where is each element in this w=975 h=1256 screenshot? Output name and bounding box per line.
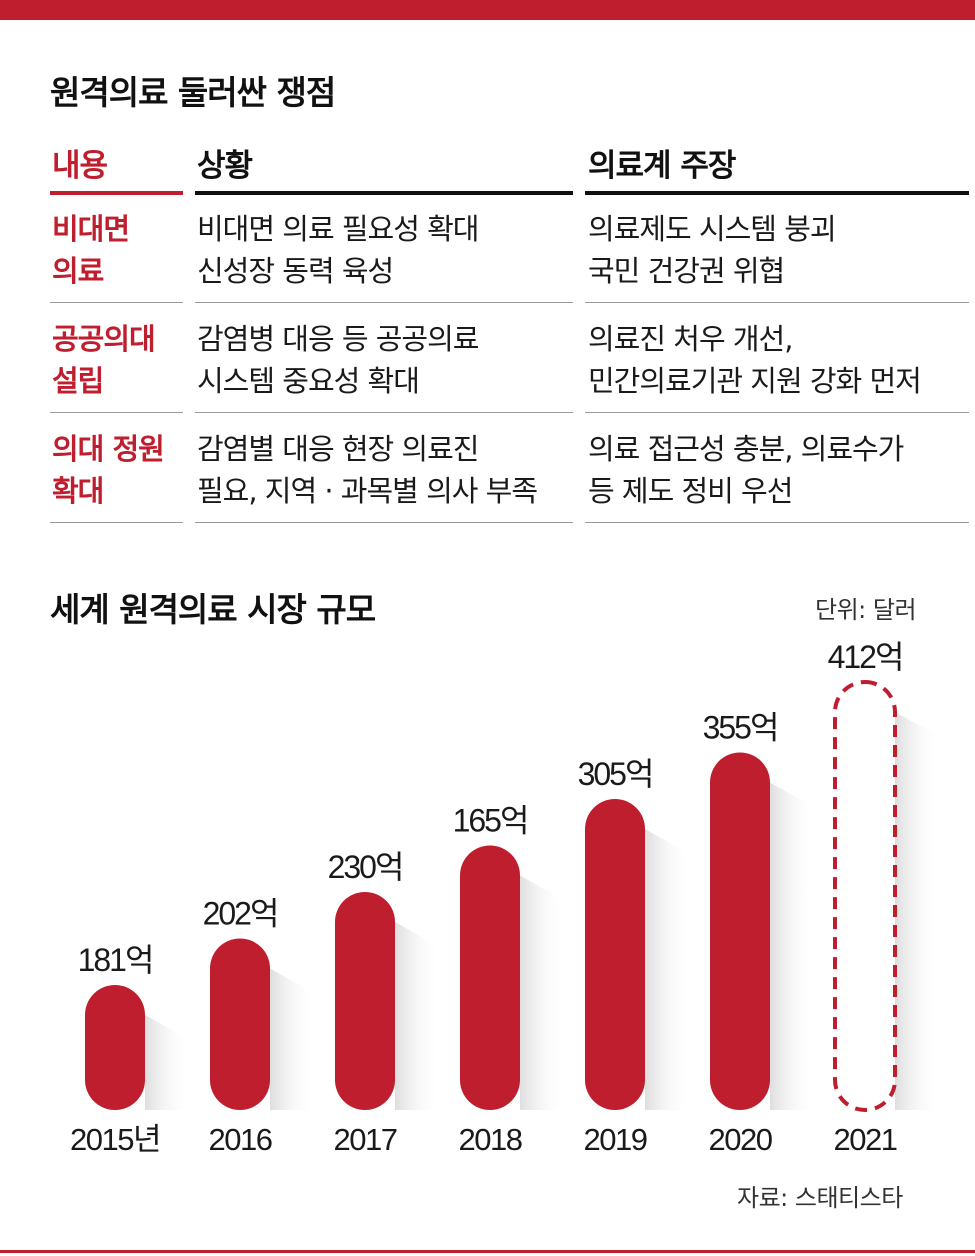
bar-shadow — [645, 829, 690, 1110]
chart-unit-label: 단위: 달러 — [815, 596, 917, 624]
table-row-1-situation: 비대면 의료 필요성 확대 신성장 동력 육성 — [197, 212, 479, 288]
bar-shadow — [395, 922, 440, 1110]
bar — [335, 892, 395, 1110]
bar-shadow — [895, 712, 940, 1110]
chart-title: 세계 원격의료 시장 규모 — [50, 590, 376, 629]
table-row-3-claim: 의료 접근성 충분, 의료수가 등 제도 정비 우선 — [588, 432, 904, 508]
bar-shadow — [770, 782, 815, 1110]
chart-source: 자료: 스태티스타 — [737, 1184, 903, 1212]
header-rule-situation — [195, 191, 573, 195]
bar-projected — [833, 680, 897, 1112]
x-tick-label: 2016 — [209, 1122, 272, 1157]
bar-value-label: 412억 — [828, 639, 903, 675]
table-row-1-claim: 의료제도 시스템 붕괴 국민 건강권 위협 — [588, 212, 837, 288]
x-tick-label: 2019 — [584, 1122, 647, 1157]
x-tick-label: 2018 — [459, 1122, 522, 1157]
row-divider — [50, 412, 183, 413]
table-row-3-topic: 의대 정원 확대 — [52, 432, 165, 508]
row-divider — [585, 522, 969, 523]
bar-shadow — [520, 875, 565, 1110]
x-tick-label: 2015년 — [70, 1122, 160, 1157]
bar-value-label: 202억 — [203, 896, 278, 932]
row-divider — [50, 522, 183, 523]
top-accent-bar — [0, 0, 975, 20]
bar-shadow — [270, 968, 315, 1110]
bar — [460, 845, 520, 1110]
table-row-2-topic: 공공의대 설립 — [52, 322, 156, 398]
header-rule-topic — [50, 191, 183, 195]
bottom-accent-line — [0, 1250, 975, 1253]
table-row-1-topic: 비대면 의료 — [52, 212, 130, 288]
x-tick-label: 2020 — [709, 1122, 773, 1157]
row-divider — [195, 412, 573, 413]
bar-value-label: 165억 — [453, 803, 528, 839]
header-rule-claim — [585, 191, 969, 195]
table-section-title: 원격의료 둘러싼 쟁점 — [50, 73, 336, 112]
row-divider — [585, 302, 969, 303]
bar-value-label: 181억 — [78, 942, 153, 978]
row-divider — [50, 302, 183, 303]
bar — [710, 752, 770, 1110]
row-divider — [195, 522, 573, 523]
header-topic: 내용 — [52, 148, 108, 184]
header-claim: 의료계 주장 — [588, 148, 736, 184]
bar-value-label: 230억 — [328, 849, 403, 885]
x-tick-label: 2021 — [834, 1122, 897, 1157]
row-divider — [195, 302, 573, 303]
bar — [210, 938, 270, 1110]
header-situation: 상황 — [197, 148, 253, 184]
table-row-2-claim: 의료진 처우 개선, 민간의료기관 지원 강화 먼저 — [588, 322, 922, 398]
bar — [585, 799, 645, 1110]
bar — [85, 985, 145, 1110]
table-row-3-situation: 감염별 대응 현장 의료진 필요, 지역 · 과목별 의사 부족 — [197, 432, 538, 508]
market-size-bar-chart: 181억 2015년 202억 2016 230억 2017 165억 2018 305억 201… — [70, 639, 940, 1157]
bar-value-label: 305억 — [578, 756, 653, 792]
bar-value-label: 355억 — [703, 710, 778, 746]
table-row-2-situation: 감염병 대응 등 공공의료 시스템 중요성 확대 — [197, 322, 479, 398]
bar-shadow — [145, 1015, 190, 1110]
row-divider — [585, 412, 969, 413]
x-tick-label: 2017 — [334, 1122, 397, 1157]
